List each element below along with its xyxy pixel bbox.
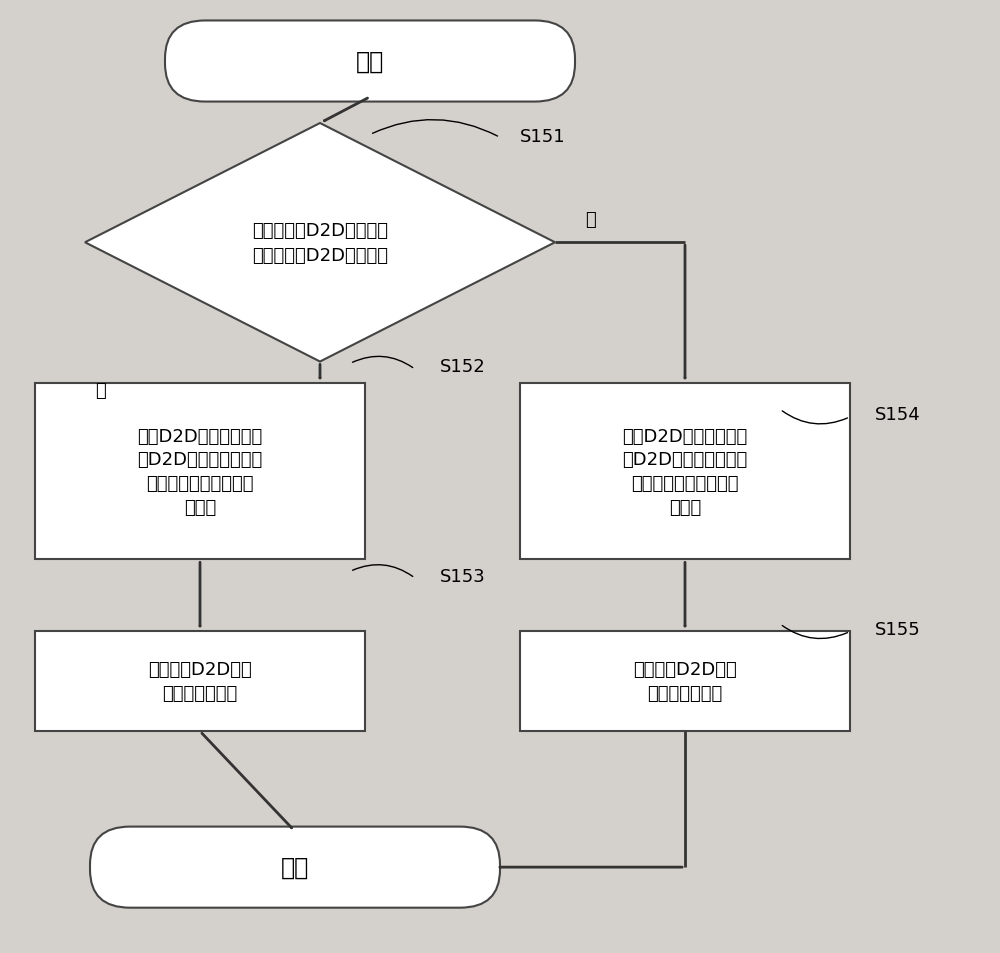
- Text: 为该边缘D2D通信
对分配发射功率: 为该边缘D2D通信 对分配发射功率: [633, 660, 737, 702]
- Bar: [520, 632, 850, 732]
- Text: S151: S151: [520, 129, 566, 146]
- Text: 判断待接入D2D通信对是
否处于中心D2D可接入区: 判断待接入D2D通信对是 否处于中心D2D可接入区: [252, 221, 388, 265]
- Bar: [35, 632, 365, 732]
- Text: S154: S154: [875, 406, 921, 423]
- Text: S152: S152: [440, 358, 486, 375]
- Text: S155: S155: [875, 620, 921, 638]
- FancyBboxPatch shape: [90, 826, 500, 907]
- Text: 否: 否: [585, 211, 596, 229]
- FancyBboxPatch shape: [165, 21, 575, 103]
- Text: 为该D2D通信对分配边
缘D2D用户可复用信道
资源区内未被复用的信
道资源: 为该D2D通信对分配边 缘D2D用户可复用信道 资源区内未被复用的信 道资源: [622, 427, 748, 517]
- Polygon shape: [85, 124, 555, 362]
- Text: 为该中心D2D通信
对分配发射功率: 为该中心D2D通信 对分配发射功率: [148, 660, 252, 702]
- Bar: [520, 384, 850, 560]
- Bar: [35, 384, 365, 560]
- Text: 是: 是: [95, 381, 105, 399]
- Text: 为该D2D通信对分配中
心D2D用户可复用信道
资源区内未被复用的信
道资源: 为该D2D通信对分配中 心D2D用户可复用信道 资源区内未被复用的信 道资源: [137, 427, 263, 517]
- Text: 结束: 结束: [281, 855, 309, 880]
- Text: S153: S153: [440, 568, 486, 585]
- Text: 开始: 开始: [356, 50, 384, 74]
